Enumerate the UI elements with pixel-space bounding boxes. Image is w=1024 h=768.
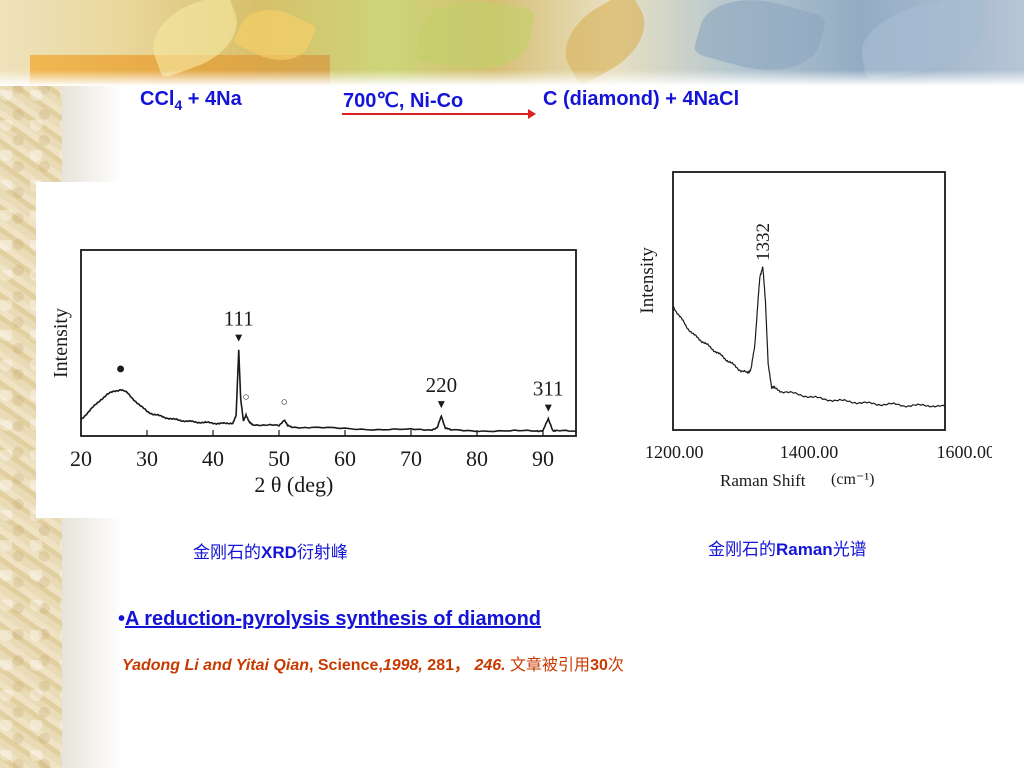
xrd-peak-label: 111 (224, 307, 254, 331)
xrd-open-circle-icon: ○ (242, 389, 249, 403)
raman-chart: 1200.00 1400.00 1600.00 Raman Shift (cm⁻¹) In… (637, 171, 995, 490)
xrd-peak-label: 220 (426, 373, 458, 397)
xrd-plot-frame (80, 249, 577, 437)
raman-caption-suffix: 光谱 (832, 540, 867, 559)
xrd-x-axis-label: 2 θ (deg) (254, 472, 333, 497)
xrd-series-line (80, 349, 577, 433)
bullet-line: •A reduction-pyrolysis synthesis of diam… (118, 608, 541, 631)
raman-x-tick-label: 1200.00 (645, 442, 704, 462)
bullet-mark: • (118, 608, 126, 630)
raman-plot-frame (672, 171, 946, 431)
reaction-arrow-line (342, 113, 530, 115)
equation-conditions: 700℃, Ni-Co (343, 90, 464, 112)
ref-sep: ， (454, 657, 471, 674)
raman-x-axis-unit: (cm⁻¹) (831, 471, 874, 488)
ref-cite-suffix: 次 (607, 657, 624, 674)
ref-authors: Yadong Li and Yitai Qian (122, 657, 309, 674)
xrd-x-tick-label: 50 (268, 446, 290, 471)
raman-x-tick-label: 1400.00 (780, 442, 839, 462)
ref-cite-count: 30 (590, 657, 608, 674)
raman-x-tick-label: 1600.00 (937, 442, 993, 462)
reaction-arrow-icon (528, 109, 536, 119)
equation-reactants: CCl4 + 4Na (140, 88, 242, 113)
reactant-subscript: 4 (174, 97, 183, 113)
xrd-caption-bold: XRD (261, 543, 297, 562)
ref-sep: , (418, 657, 428, 674)
decorative-banner (0, 0, 1024, 87)
xrd-x-tick-label: 80 (466, 446, 488, 471)
leaf-shape (855, 0, 995, 81)
xrd-peak-label: 311 (533, 376, 564, 400)
ref-sep: , (308, 657, 318, 674)
xrd-caption: 金刚石的XRD衍射峰 (193, 538, 348, 563)
leaf-shape (414, 0, 536, 80)
ref-pages: 246. (470, 657, 506, 674)
raman-peak-label: 1332 (753, 223, 774, 261)
raman-x-axis-label: Raman Shift (720, 471, 806, 490)
reference-line: Yadong Li and Yitai Qian, Science,1998, … (122, 651, 624, 675)
xrd-caption-prefix: 金刚石的 (193, 543, 261, 562)
banner-fade (0, 70, 1024, 86)
xrd-peak-marker-icon: ▼ (435, 397, 447, 411)
xrd-x-tick-label: 60 (334, 446, 356, 471)
ref-volume: 281 (427, 657, 454, 674)
xrd-open-circle-icon: ○ (281, 394, 288, 408)
equation-products: C (diamond) + 4NaCl (543, 88, 740, 110)
raman-series-line (672, 266, 946, 408)
raman-caption: 金刚石的Raman光谱 (708, 535, 867, 560)
xrd-x-tick-label: 30 (136, 446, 158, 471)
xrd-x-tick-label: 70 (400, 446, 422, 471)
ref-cite-prefix: 文章被引用 (505, 657, 591, 674)
xrd-y-axis-label: Intensity (50, 308, 72, 378)
article-title-link[interactable]: A reduction-pyrolysis synthesis of diamo… (125, 608, 542, 630)
raman-caption-bold: Raman (776, 540, 833, 559)
xrd-caption-suffix: 衍射峰 (296, 543, 348, 562)
xrd-x-tick-label: 20 (70, 446, 92, 471)
ref-journal: Science, (317, 657, 383, 674)
xrd-chart-panel: 20 30 40 50 60 70 80 90 2 θ (deg) Intensity ▼ 111 ▼ 2… (36, 182, 588, 518)
reactant-na: + 4Na (182, 88, 242, 110)
raman-y-axis-label: Intensity (637, 247, 658, 314)
raman-caption-prefix: 金刚石的 (708, 540, 776, 559)
ref-year: 1998 (382, 657, 419, 674)
xrd-peak-marker-icon: ▼ (542, 400, 554, 414)
xrd-chart: 20 30 40 50 60 70 80 902 θ (deg)Intensity ▼111▼2… (50, 249, 577, 497)
xrd-filled-circle-icon: ● (116, 361, 126, 378)
xrd-peak-marker-icon: ▼ (233, 331, 245, 345)
xrd-x-tick-label: 40 (202, 446, 224, 471)
reactant-ccl: CCl (140, 88, 175, 110)
raman-chart-panel: 1200.00 1400.00 1600.00 Raman Shift (cm⁻¹) In… (628, 145, 995, 515)
xrd-x-tick-label: 90 (532, 446, 554, 471)
